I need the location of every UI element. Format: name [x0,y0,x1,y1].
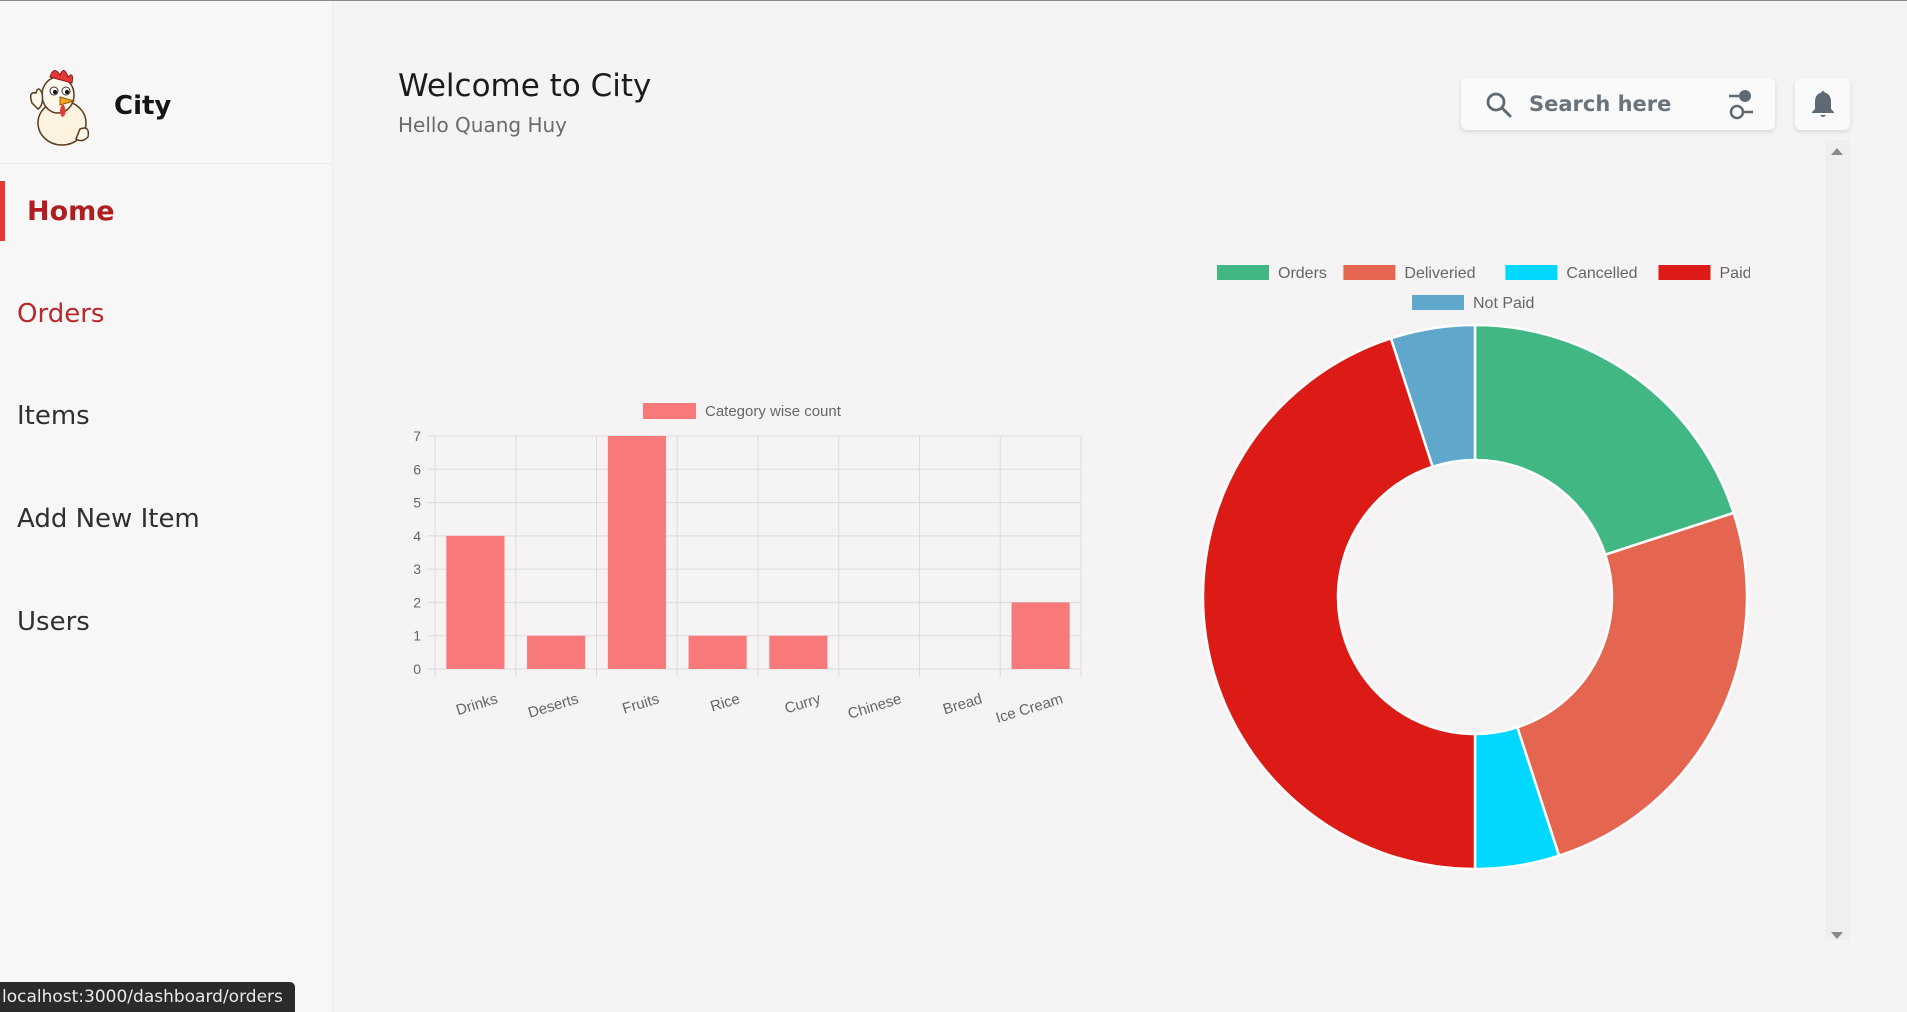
bar [769,635,828,669]
filter-icon[interactable] [1725,88,1755,122]
nav-item-label: Home [27,195,115,227]
x-tick-label: Bread [941,690,984,718]
bar [688,635,747,669]
page-subtitle: Hello Quang Huy [398,113,568,137]
x-tick-label: Fruits [620,690,661,717]
legend-swatch [1343,265,1396,280]
search-input[interactable] [1529,88,1709,120]
legend-label: Deliveried [1404,265,1475,282]
category-bar-chart: Category wise count 0 1 2 3 4 5 6 7 Drinks Deserts… [413,403,1082,727]
page-title: Welcome to City [398,68,652,104]
bar [446,535,505,669]
x-tick-label: Drinks [454,690,500,719]
x-tick-label: Chinese [846,690,904,722]
donut-slice [1473,323,1736,557]
legend-swatch [1217,265,1269,280]
bar [527,635,586,669]
search-icon[interactable] [1485,91,1513,119]
bell-icon [1812,91,1834,117]
donut-slice [1515,511,1749,858]
window-top-border [0,0,1907,1]
nav-item-label: Users [17,607,90,637]
y-tick-label: 4 [413,528,421,544]
nav-item-orders[interactable]: Orders [0,284,332,344]
status-bar-url: localhost:3000/dashboard/orders [0,982,295,1012]
x-tick-label: Ice Cream [994,690,1065,726]
bar [607,436,666,669]
legend-label: Paid [1720,265,1751,282]
y-tick-label: 0 [413,661,421,677]
y-tick-label: 6 [413,461,421,477]
legend-label: Not Paid [1473,295,1534,312]
donut-slice [1201,336,1477,871]
legend-swatch [643,403,696,419]
orders-donut-chart: Orders Deliveried Cancelled Paid Not Paid [1201,265,1751,871]
nav-item-items[interactable]: Items [0,386,332,446]
scroll-down-arrow-icon[interactable] [1831,932,1843,939]
x-tick-label: Curry [783,690,824,717]
legend-swatch [1505,265,1558,280]
y-tick-label: 5 [413,495,421,511]
search-box [1461,78,1775,130]
nav-item-label: Add New Item [17,504,200,534]
legend-label: Orders [1278,265,1327,282]
scrollbar[interactable] [1825,140,1850,940]
nav-item-label: Orders [17,299,105,329]
bar [1011,602,1070,669]
nav-item-users[interactable]: Users [0,592,332,652]
y-tick-label: 3 [413,561,421,577]
x-tick-label: Rice [708,690,742,715]
brand[interactable]: City [0,1,332,164]
legend-label: Category wise count [705,403,842,420]
y-tick-label: 1 [413,628,421,644]
legend-swatch [1658,265,1711,280]
chicken-logo-icon [29,70,90,146]
y-tick-label: 2 [413,594,421,610]
legend-label: Cancelled [1566,265,1637,282]
brand-name: City [114,91,172,121]
nav-item-home[interactable]: Home [0,181,332,241]
notifications-button[interactable] [1795,78,1850,130]
nav-item-add-new-item[interactable]: Add New Item [0,489,332,549]
scroll-up-arrow-icon[interactable] [1831,148,1843,155]
y-tick-label: 7 [413,428,421,444]
donut-slice [1389,323,1477,469]
nav-item-label: Items [17,401,90,431]
legend-swatch [1412,295,1464,310]
x-tick-label: Deserts [526,690,580,721]
sidebar: City Home Orders Items Add New Item User… [0,1,333,1012]
